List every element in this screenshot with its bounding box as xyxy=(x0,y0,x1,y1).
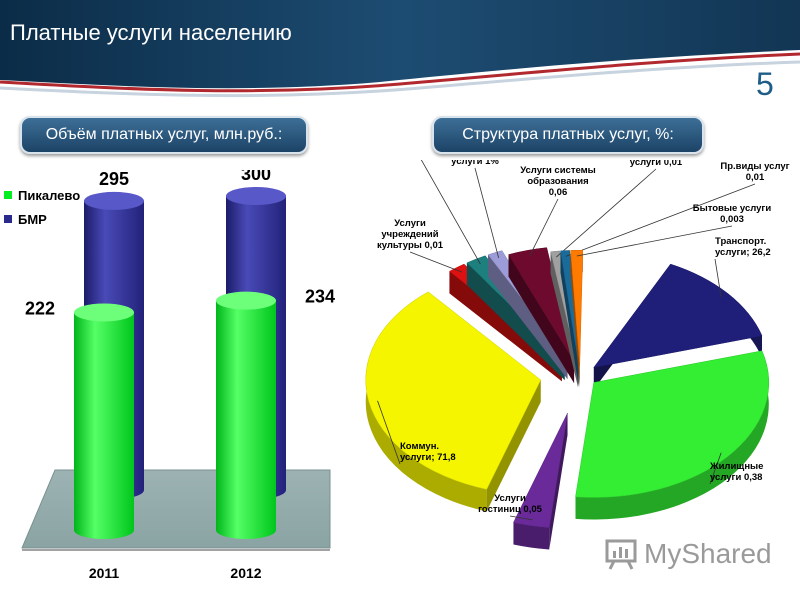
pie-label-4: Услуги учреждений культуры 0,01 xyxy=(377,218,444,251)
pie-label-9: Пр.виды услуг 0,01 xyxy=(720,161,789,183)
slide-number: 5 xyxy=(756,66,774,102)
pie-slice-9: Пр.виды услуг 0,01 xyxy=(560,161,790,388)
data-label-pikalevo-2011: 222 xyxy=(25,298,55,318)
volume-section-label: Объём платных услуг, млн.руб.: xyxy=(20,116,308,154)
watermark-text: MyShared xyxy=(644,538,772,569)
pie-slice-3: Услуги гостиниц 0,05 xyxy=(478,413,568,550)
pie-slice-0: Коммун. услуги; 71,8 xyxy=(365,291,542,512)
pie-label-7: Услуги системы образования 0,06 xyxy=(520,165,596,198)
header-banner: Платные услуги населению xyxy=(0,0,800,100)
pie-label-2: Жилищные услуги 0,38 xyxy=(709,461,763,483)
pie-label-6: Сан.-оздоровит.услуги 1% xyxy=(437,160,513,167)
data-label-bmr-2011: 295 xyxy=(99,170,129,189)
pie-label-10: Бытовые услуги 0,003 xyxy=(693,203,772,225)
watermark: MyShared xyxy=(604,534,772,574)
x-tick-label-2011: 2011 xyxy=(89,565,120,581)
legend-item-bmr: БМР xyxy=(4,207,80,231)
structure-section-label: Структура платных услуг, %: xyxy=(432,116,704,154)
pie-label-0: Коммун. услуги; 71,8 xyxy=(400,441,456,463)
legend-swatch-pikalevo xyxy=(4,191,12,199)
pie-slice-2: Жилищные услуги 0,38 xyxy=(575,350,769,520)
pie-slice-10: Бытовые услуги 0,003 xyxy=(570,203,772,388)
pie-slice-7: Услуги системы образования 0,06 xyxy=(508,165,596,384)
bar-pikalevo-2011 xyxy=(74,303,134,539)
legend-label-pikalevo: Пикалево xyxy=(18,187,81,203)
pie-label-1: Транспорт. услуги; 26,2 xyxy=(715,236,771,258)
legend-item-pikalevo: Пикалево xyxy=(4,183,80,207)
bar-pikalevo-2012 xyxy=(216,291,276,539)
x-tick-label-2012: 2012 xyxy=(230,565,261,581)
pie-slice-1: Транспорт. услуги; 26,2 xyxy=(593,236,771,390)
presentation-icon xyxy=(605,539,637,570)
bar-chart: 295 222 2011 300 234 2012 xyxy=(21,170,335,581)
page-title: Платные услуги населению xyxy=(10,20,292,45)
header-background xyxy=(0,0,800,98)
data-label-bmr-2012: 300 xyxy=(241,170,271,184)
pie-chart: Коммун. услуги; 71,8 Транспорт. услуги; 26,… xyxy=(365,160,790,550)
legend-swatch-bmr xyxy=(4,215,12,223)
pie-label-3: Услуги гостиниц 0,05 xyxy=(478,493,543,515)
legend-label-bmr: БМР xyxy=(18,211,47,227)
pie-label-8: Социальныеуслуги 0,01 xyxy=(626,160,687,168)
data-label-pikalevo-2012: 234 xyxy=(305,287,335,307)
bar-chart-legend: Пикалево БМР xyxy=(4,183,80,231)
